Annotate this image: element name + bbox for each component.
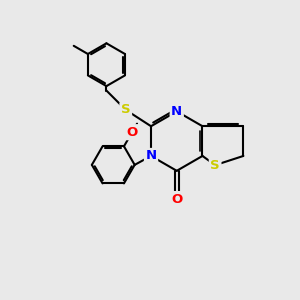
Text: O: O	[171, 193, 182, 206]
Text: N: N	[146, 149, 157, 162]
Text: S: S	[121, 103, 130, 116]
Text: S: S	[210, 159, 220, 172]
Text: O: O	[127, 126, 138, 139]
Text: N: N	[171, 105, 182, 118]
